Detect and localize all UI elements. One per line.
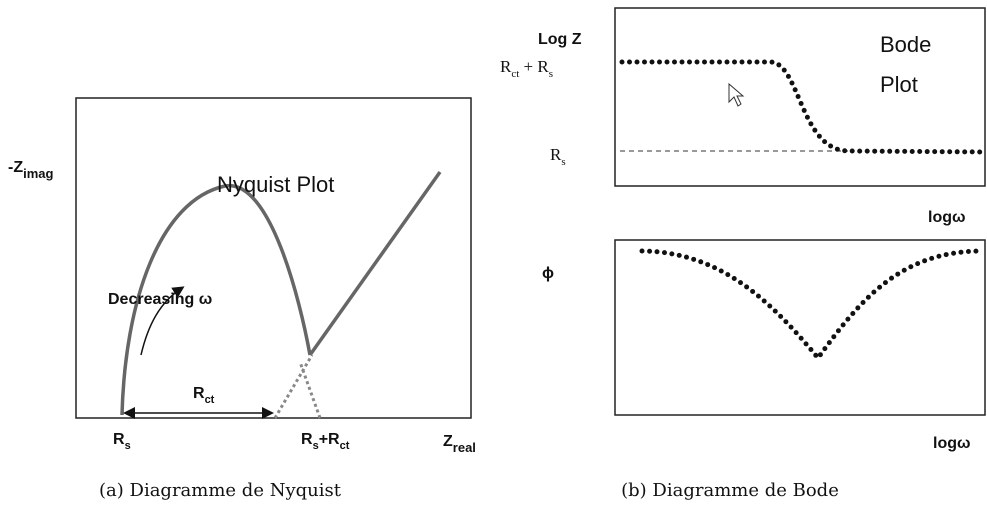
low-main: R (550, 145, 562, 164)
magnitude-label: Log Z (538, 31, 582, 48)
x-label: Zreal (443, 433, 476, 455)
x-label-bottom: logω (933, 435, 971, 452)
x-label-sub: real (453, 440, 476, 455)
magnitude-frame (614, 7, 986, 187)
caption: (a) Diagramme de Nyquist (99, 480, 342, 501)
rct-sub: ct (205, 394, 215, 406)
phase-curve (639, 248, 983, 363)
rct-main: R (193, 385, 205, 402)
phase-frame (614, 239, 986, 416)
rs-label: Rs (113, 431, 131, 452)
x-label-main: Z (443, 433, 453, 450)
y-label: -Zimag (8, 159, 54, 181)
nyquist-title: Nyquist Plot (217, 172, 334, 197)
low-sub: s (561, 156, 565, 168)
rs-main: R (113, 431, 125, 448)
high-label: Rct + Rs (500, 57, 553, 80)
annotation: Decreasing ω (108, 291, 212, 308)
extrapolation (273, 354, 322, 419)
rs-rct-label: Rs+Rct (301, 431, 350, 452)
rs-sub: s (125, 440, 131, 452)
high-main2: + R (519, 57, 549, 76)
rs-rct-main1: R (301, 431, 313, 448)
rs-rct-sub1: s (313, 440, 319, 452)
high-sub2: s (549, 68, 553, 80)
warburg-line (308, 170, 442, 357)
magnitude-curve (619, 59, 987, 155)
rs-rct-main2: +R (319, 431, 340, 448)
bode-panel: Bode Plot Log Z Rct + Rs Rs logω ϕ logω … (500, 7, 987, 501)
cursor-icon (728, 82, 745, 107)
y-label-main: -Z (8, 159, 23, 176)
low-label: Rs (550, 145, 566, 168)
x-label-top: logω (928, 209, 966, 226)
direction-arrow (140, 286, 185, 356)
semicircle (120, 184, 312, 416)
high-sub1: ct (511, 68, 519, 80)
bode-title-2: Plot (880, 72, 918, 97)
caption: (b) Diagramme de Bode (621, 480, 839, 501)
phase-label: ϕ (542, 265, 554, 282)
y-label-sub: imag (23, 166, 53, 181)
high-main1: R (500, 57, 512, 76)
nyquist-frame (75, 97, 472, 419)
rs-rct-sub2: ct (340, 440, 350, 452)
nyquist-panel: Nyquist Plot -Zimag Zreal Decreasing ω R… (8, 97, 476, 501)
bode-title-1: Bode (880, 32, 931, 57)
rct-label: Rct (193, 385, 215, 406)
